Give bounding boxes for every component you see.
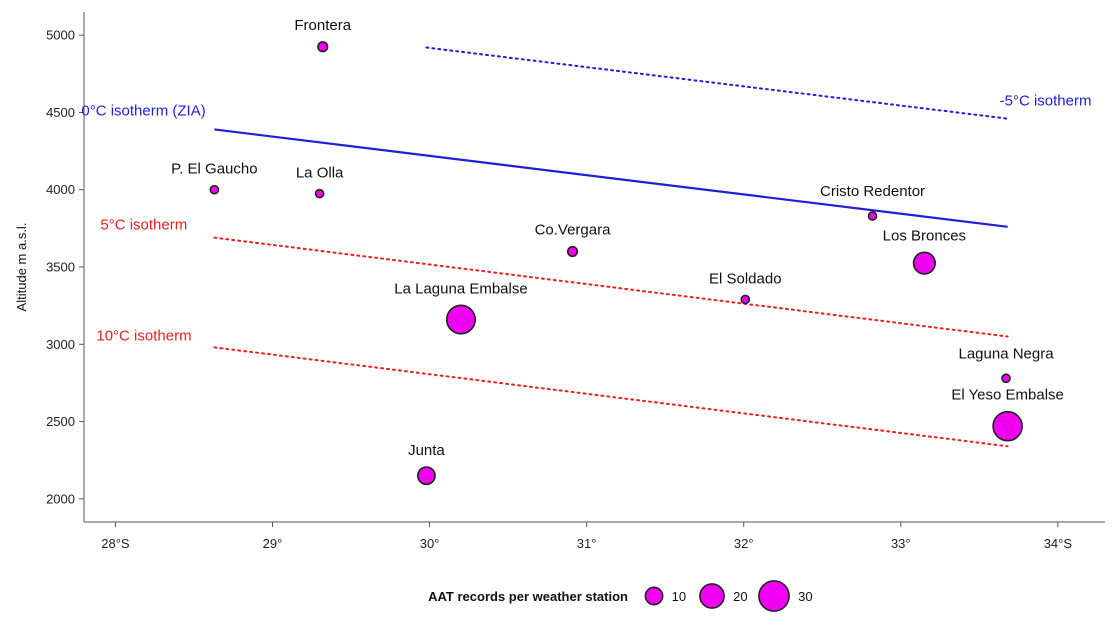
station-label: P. El Gaucho (171, 161, 257, 178)
y-tick-label: 4000 (46, 182, 75, 197)
station-point (992, 410, 1023, 442)
station-point (445, 304, 477, 335)
station-point (912, 251, 936, 275)
station-label: Co.Vergara (535, 222, 612, 239)
station-label: Frontera (294, 17, 351, 34)
station-label: El Yeso Embalse (951, 387, 1064, 404)
station-point (317, 41, 329, 53)
y-tick-label: 4500 (46, 105, 75, 120)
x-tick-label: 30° (420, 536, 440, 551)
legend-label: 20 (733, 589, 747, 604)
isotherm-line (214, 128, 1008, 228)
legend-symbol (644, 586, 664, 606)
station-point (566, 245, 579, 258)
y-tick-label: 3000 (46, 337, 75, 352)
legend-label: 10 (672, 589, 686, 604)
station-label: La Olla (296, 165, 344, 182)
legend-label: 30 (798, 589, 812, 604)
station-label: Cristo Redentor (820, 183, 925, 200)
isotherm-line (213, 236, 1009, 338)
x-tick-label: 28°S (101, 536, 130, 551)
isotherm-label: 5°C isotherm (100, 217, 187, 234)
station-point (740, 294, 751, 305)
x-tick-label: 31° (577, 536, 597, 551)
y-axis-title: Altitude m a.s.l. (14, 223, 29, 312)
station-point (314, 188, 325, 199)
station-label: La Laguna Embalse (394, 280, 527, 297)
isotherm-line (213, 346, 1009, 448)
station-label: Los Bronces (883, 227, 966, 244)
legend-title: AAT records per weather station (428, 589, 628, 604)
station-label: Laguna Negra (959, 345, 1055, 362)
station-label: Junta (408, 442, 445, 459)
station-label: El Soldado (709, 270, 782, 287)
station-point (1001, 373, 1011, 384)
y-tick-label: 5000 (46, 28, 75, 43)
x-tick-label: 33° (891, 536, 911, 551)
isotherm-label: -5°C isotherm (1000, 93, 1092, 110)
y-tick-label: 2000 (46, 491, 75, 506)
legend-symbol (699, 583, 725, 609)
isotherm-label: 0°C isotherm (ZIA) (81, 102, 205, 119)
x-tick-label: 32° (734, 536, 754, 551)
x-tick-label: 34°S (1044, 536, 1073, 551)
y-tick-label: 2500 (46, 414, 75, 429)
station-point (209, 184, 220, 195)
isotherm-line (425, 46, 1009, 120)
legend-symbol (758, 580, 790, 612)
station-point (867, 211, 878, 221)
isotherm-label: 10°C isotherm (96, 327, 191, 344)
y-tick-label: 3500 (46, 260, 75, 275)
station-point (416, 466, 436, 486)
x-tick-label: 29° (263, 536, 283, 551)
